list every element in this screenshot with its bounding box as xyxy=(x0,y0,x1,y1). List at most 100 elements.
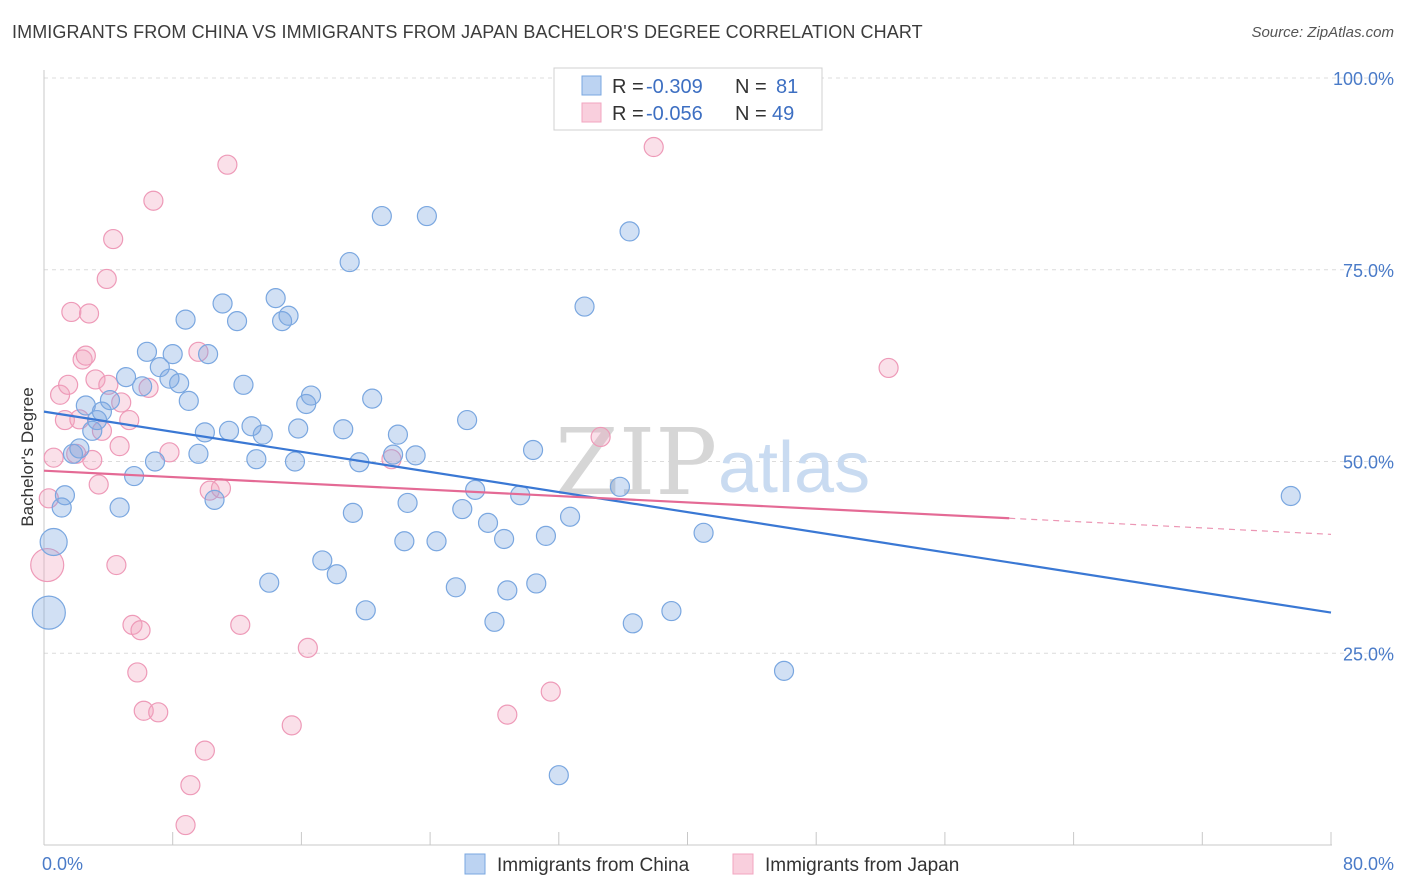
china-point xyxy=(197,344,219,365)
japan-point xyxy=(878,357,899,379)
china-point xyxy=(115,367,137,388)
legend-japan-n-label: N = xyxy=(735,103,767,125)
japan-point xyxy=(540,681,561,702)
china-point xyxy=(82,420,103,441)
china-point xyxy=(144,451,166,472)
china-point xyxy=(661,600,682,622)
japan-trend-line xyxy=(43,469,1010,520)
china-point xyxy=(477,512,499,533)
watermark-atlas: atlas xyxy=(718,428,870,508)
y-tick-label-75: 75.0% xyxy=(1343,261,1394,281)
stats-legend: R = -0.309 N = 81 R = -0.056 N = 49 xyxy=(553,67,823,131)
japan-point xyxy=(88,474,109,495)
china-point xyxy=(622,613,643,634)
x-ticks xyxy=(43,832,1332,845)
japan-point xyxy=(643,136,664,158)
china-point xyxy=(159,368,180,389)
japan-point xyxy=(85,369,106,390)
japan-point xyxy=(217,154,238,175)
china-point xyxy=(39,527,68,557)
china-point xyxy=(169,373,190,394)
china-point xyxy=(333,419,354,440)
source-credit: Source: ZipAtlas.com xyxy=(1251,24,1394,41)
y-tick-label-100: 100.0% xyxy=(1333,69,1394,89)
japan-point xyxy=(43,447,64,468)
y-tick-label-25: 25.0% xyxy=(1343,644,1394,664)
legend-china-n-label: N = xyxy=(735,76,767,98)
china-point xyxy=(312,550,333,571)
china-point xyxy=(162,344,183,365)
china-point xyxy=(69,438,90,459)
x-tick-label-min: 0.0% xyxy=(42,854,83,874)
legend-japan-r-label: R = xyxy=(612,103,644,125)
japan-point xyxy=(194,740,215,761)
series-legend-china-label: Immigrants from China xyxy=(497,855,690,876)
china-point xyxy=(452,498,473,520)
watermark: ZIP atlas xyxy=(555,409,870,516)
japan-point xyxy=(109,436,130,457)
y-axis-label: Bachelor's Degree xyxy=(18,387,37,526)
japan-point xyxy=(148,702,169,723)
china-point xyxy=(62,443,84,464)
china-point xyxy=(136,341,158,362)
china-point xyxy=(278,305,299,326)
japan-point xyxy=(106,554,127,576)
china-point xyxy=(457,409,478,431)
china-point xyxy=(773,660,795,681)
china-point xyxy=(188,443,209,464)
china-point xyxy=(484,611,505,632)
japan-point xyxy=(30,547,65,583)
series-legend-japan-swatch xyxy=(732,853,754,875)
legend-china-swatch xyxy=(581,75,602,96)
legend-japan-n-value: 49 xyxy=(772,103,794,125)
legend-china-n-value: 81 xyxy=(776,76,798,98)
china-point xyxy=(246,449,267,470)
japan-point xyxy=(180,775,201,796)
china-point xyxy=(212,293,233,314)
china-point xyxy=(99,390,121,411)
japan-point xyxy=(143,190,164,211)
china-point xyxy=(252,424,273,445)
china-point xyxy=(548,765,569,786)
japan-point xyxy=(96,268,117,290)
japan-point xyxy=(78,303,100,324)
legend-japan-r-value: -0.056 xyxy=(646,103,703,125)
china-point xyxy=(241,416,262,437)
china-point xyxy=(265,288,286,309)
japan-point xyxy=(75,345,96,366)
china-point xyxy=(465,479,486,500)
chart-title: IMMIGRANTS FROM CHINA VS IMMIGRANTS FROM… xyxy=(12,22,923,42)
china-point xyxy=(288,418,309,439)
china-point xyxy=(271,311,293,332)
china-point xyxy=(497,580,518,601)
japan-point xyxy=(72,349,93,370)
china-point xyxy=(204,489,225,510)
china-point xyxy=(559,506,581,527)
china-point xyxy=(371,205,392,227)
japan-point xyxy=(159,442,180,463)
japan-point xyxy=(230,614,251,635)
china-point xyxy=(1280,485,1301,507)
china-point xyxy=(387,424,409,445)
china-point xyxy=(494,528,515,550)
china-point xyxy=(109,497,130,518)
china-point xyxy=(426,531,447,552)
japan-point xyxy=(58,374,79,395)
china-point xyxy=(51,497,72,518)
china-point xyxy=(526,573,547,594)
china-point xyxy=(397,492,418,514)
series-legend-japan-label: Immigrants from Japan xyxy=(765,855,959,876)
china-point xyxy=(132,376,153,397)
japan-point xyxy=(82,449,103,471)
china-point xyxy=(619,221,640,242)
china-point xyxy=(326,564,347,585)
china-point xyxy=(522,439,544,461)
china-point xyxy=(405,445,426,466)
legend-china-r-label: R = xyxy=(612,76,644,98)
series-legend: Immigrants from China Immigrants from Ja… xyxy=(464,853,959,876)
china-point xyxy=(284,451,306,472)
trend-lines xyxy=(43,410,1332,614)
china-point xyxy=(226,311,248,332)
china-point xyxy=(394,531,415,552)
